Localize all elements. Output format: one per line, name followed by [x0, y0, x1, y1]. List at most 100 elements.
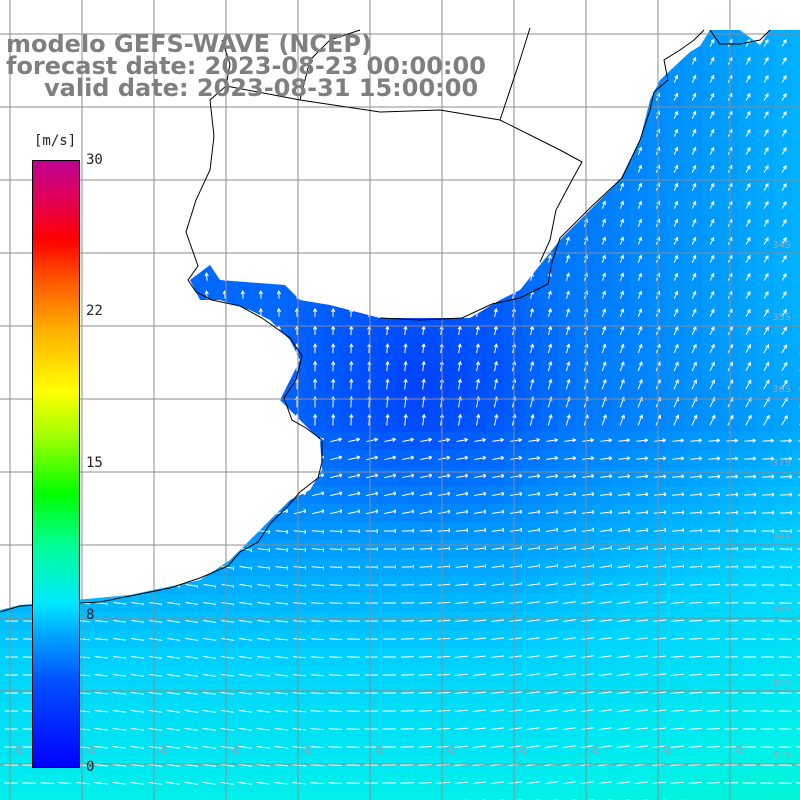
wind-arrow	[709, 164, 715, 173]
field-cell	[792, 594, 800, 613]
lon-label: W	[517, 744, 528, 754]
wind-arrow	[673, 200, 679, 209]
wind-arrow	[781, 164, 787, 173]
wind-arrow	[745, 308, 751, 317]
wind-arrow	[475, 360, 480, 372]
wind-arrow	[601, 218, 607, 227]
wind-arrow	[547, 343, 553, 354]
wind-arrow	[637, 378, 643, 390]
wind-arrow	[709, 74, 715, 83]
wind-arrow	[691, 326, 697, 336]
wind-arrow	[745, 272, 751, 281]
wind-arrow	[709, 182, 715, 191]
field-cell	[792, 756, 800, 775]
wind-arrow	[637, 343, 643, 354]
wind-arrow	[510, 437, 523, 443]
wind-arrow	[745, 146, 751, 155]
wind-arrow	[457, 343, 462, 354]
wind-arrow	[763, 74, 769, 83]
wind-arrow	[366, 437, 379, 443]
wind-arrow	[457, 360, 462, 372]
wind-arrow	[456, 437, 469, 443]
field-cell	[792, 486, 800, 505]
wind-arrow	[565, 254, 570, 263]
wind-arrow	[673, 325, 679, 336]
colorbar-tick-8: 8	[86, 607, 95, 623]
wind-arrow	[763, 110, 769, 119]
wind-arrow	[619, 325, 625, 336]
field-cell	[792, 414, 800, 433]
lat-label: 40S	[772, 678, 792, 689]
wind-arrow	[349, 378, 354, 390]
field-cell	[36, 792, 55, 800]
field-cell	[162, 792, 181, 800]
wind-arrow	[745, 164, 751, 173]
wind-arrow	[745, 290, 751, 299]
field-cell	[522, 792, 541, 800]
field-cell	[792, 198, 800, 217]
colorbar-tick-0: 0	[86, 759, 95, 775]
wind-arrow	[691, 92, 697, 101]
wind-arrow	[691, 308, 697, 317]
wind-arrow	[691, 74, 697, 83]
wind-arrow	[637, 272, 643, 281]
wind-arrow	[619, 361, 625, 372]
wind-arrow	[528, 438, 541, 443]
wind-arrow	[781, 379, 788, 390]
wind-arrow	[330, 455, 343, 461]
wind-arrow	[312, 342, 318, 354]
wind-arrow	[403, 378, 408, 390]
wind-arrow	[745, 254, 751, 263]
wind-arrow	[564, 438, 577, 443]
wind-arrow	[384, 437, 397, 443]
wind-arrow	[781, 361, 788, 372]
field-cell	[540, 792, 559, 800]
wind-arrow	[781, 56, 787, 65]
wind-arrow	[276, 307, 282, 317]
wind-arrow	[349, 342, 354, 354]
forecast-date: forecast date: 2023-08-23 00:00:00	[6, 52, 486, 80]
wind-arrow	[781, 308, 787, 317]
wind-arrow	[637, 414, 644, 426]
wind-arrow	[547, 254, 552, 263]
field-cell	[792, 720, 800, 739]
wind-arrow	[474, 437, 487, 443]
wind-arrow	[601, 414, 607, 426]
field-cell	[720, 792, 739, 800]
field-cell	[54, 792, 73, 800]
lon-label: W	[661, 744, 672, 754]
wind-arrow	[709, 290, 715, 299]
coastline	[0, 27, 771, 613]
wind-arrow	[637, 218, 643, 227]
wind-arrow	[582, 438, 595, 443]
wind-arrow	[565, 272, 570, 281]
wind-arrow	[637, 236, 643, 245]
wind-arrow	[745, 326, 751, 335]
field-cell	[792, 324, 800, 343]
wind-arrow	[691, 379, 697, 390]
wind-arrow	[547, 378, 553, 390]
wind-arrow	[637, 325, 643, 336]
wind-arrow	[745, 74, 751, 83]
wind-arrow	[565, 290, 570, 299]
wind-arrow	[565, 307, 571, 317]
field-cell	[792, 576, 800, 595]
field-cell	[126, 792, 145, 800]
colorbar	[32, 160, 80, 768]
wind-arrow	[601, 236, 607, 245]
wind-arrow	[601, 343, 607, 354]
field-cell	[684, 792, 703, 800]
field-cell	[468, 792, 487, 800]
field-cell	[792, 234, 800, 253]
wind-arrow	[709, 200, 715, 209]
wind-arrow	[637, 361, 643, 372]
wind-arrow	[618, 438, 631, 443]
wind-arrow	[547, 307, 552, 317]
wind-arrow	[763, 92, 769, 101]
wind-arrow	[691, 236, 697, 245]
wind-arrow	[691, 343, 697, 354]
field-cell	[342, 792, 361, 800]
wind-arrow	[402, 437, 415, 443]
field-cell	[0, 792, 19, 800]
field-cell	[504, 792, 523, 800]
